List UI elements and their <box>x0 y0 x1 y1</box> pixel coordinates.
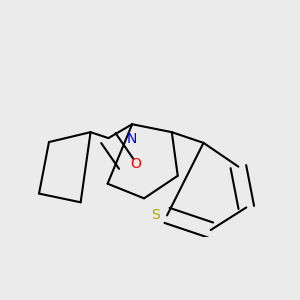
Text: O: O <box>131 157 142 171</box>
Text: S: S <box>152 208 160 222</box>
Text: N: N <box>127 132 137 146</box>
